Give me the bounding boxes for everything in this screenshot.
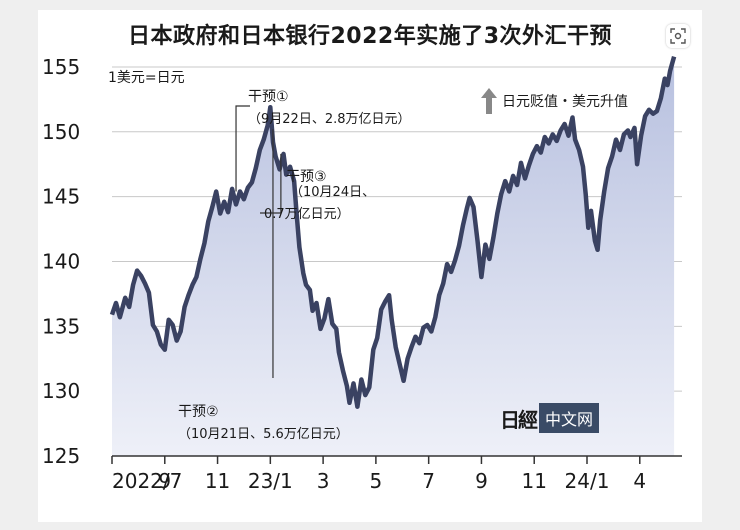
unit-label: 1美元=日元 <box>108 70 185 86</box>
y-tick-130: 130 <box>42 379 80 403</box>
y-tick-145: 145 <box>42 185 80 209</box>
x-tick-0: 2022/7 <box>112 469 182 493</box>
x-tick-4: 3 <box>317 469 330 493</box>
annotation-3-label: 干预③ <box>286 169 327 185</box>
x-tick-2: 11 <box>205 469 230 493</box>
nikkei-logo: 日經 中文网 <box>500 403 600 433</box>
y-tick-155: 155 <box>42 55 80 79</box>
annotation-3-detail: （10月24日、 <box>290 185 375 200</box>
annotation-1-label: 干预① <box>248 89 289 105</box>
callout-line-3 <box>260 153 282 214</box>
chart-frame: 日本政府和日本银行2022年实施了3次外汇干预 125 130 135 140 145 1… <box>38 10 702 522</box>
annotation-1-detail: （9月22日、2.8万亿日元） <box>248 112 411 127</box>
x-tick-3: 23/1 <box>248 469 293 493</box>
x-tick-8: 11 <box>521 469 546 493</box>
x-tick-7: 9 <box>475 469 488 493</box>
annotation-2-label: 干预② <box>178 404 219 420</box>
y-tick-150: 150 <box>42 120 80 144</box>
legend-note-text: 日元贬值・美元升值 <box>502 94 628 110</box>
logo-mark: 日經 <box>500 407 538 432</box>
y-tick-140: 140 <box>42 249 80 273</box>
usd-jpy-line <box>109 55 677 409</box>
legend-note: 日元贬值・美元升值 <box>481 88 628 114</box>
x-tick-9: 24/1 <box>565 469 610 493</box>
x-tick-6: 7 <box>422 469 435 493</box>
x-tick-10: 4 <box>633 469 646 493</box>
chart-title: 日本政府和日本银行2022年实施了3次外汇干预 <box>127 24 613 49</box>
x-tick-1: 9 <box>158 469 171 493</box>
up-arrow-icon <box>481 88 497 114</box>
logo-box: 中文网 <box>539 403 600 433</box>
annotation-3-detail2: 0.7万亿日元） <box>264 207 350 222</box>
x-tick-5: 5 <box>370 469 383 493</box>
lens-icon[interactable] <box>666 24 690 48</box>
annotation-2-detail: （10月21日、5.6万亿日元） <box>178 427 349 442</box>
callout-line-1 <box>235 105 250 192</box>
y-tick-125: 125 <box>42 444 80 468</box>
y-tick-135: 135 <box>42 314 80 338</box>
